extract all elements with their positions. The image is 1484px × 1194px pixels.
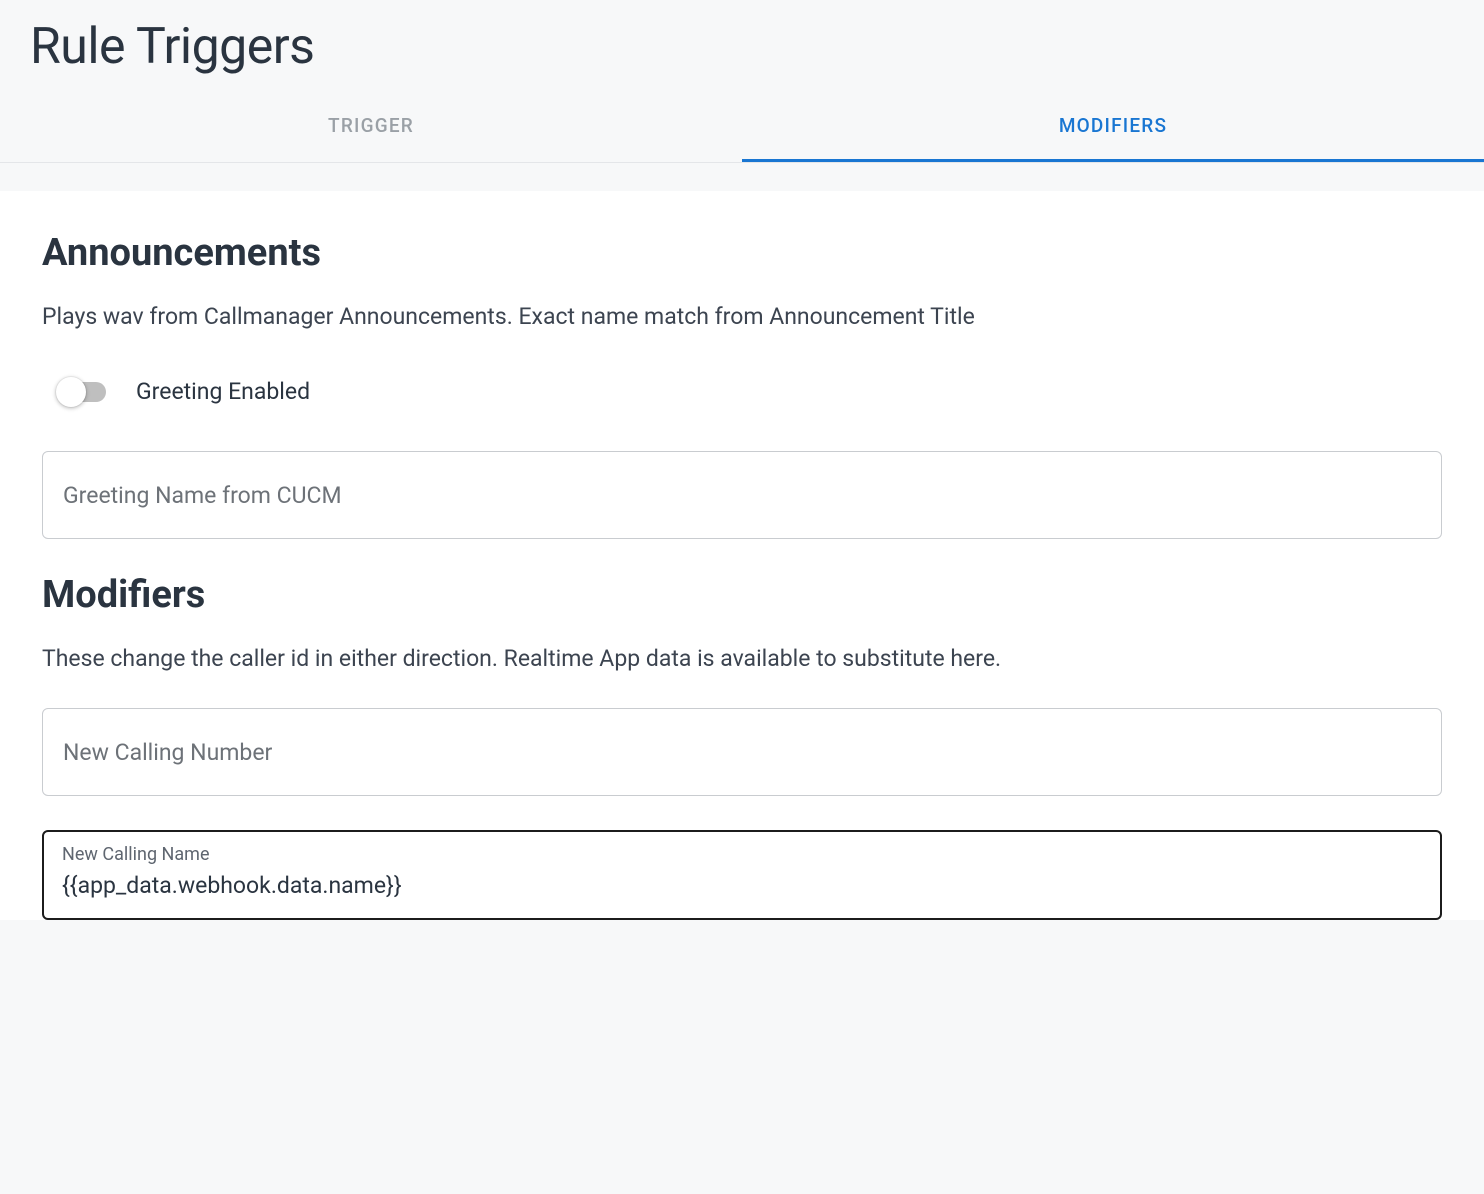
- new-calling-number-input[interactable]: [42, 708, 1442, 796]
- new-calling-number-field: [42, 708, 1442, 796]
- announcements-description: Plays wav from Callmanager Announcements…: [42, 301, 1442, 332]
- greeting-enabled-toggle[interactable]: [60, 382, 106, 402]
- modifiers-section: Modifiers These change the caller id in …: [42, 573, 1442, 920]
- toggle-knob: [56, 377, 86, 407]
- tab-trigger[interactable]: TRIGGER: [0, 96, 742, 162]
- header-spacer: [0, 163, 1484, 191]
- header-region: Rule Triggers TRIGGER MODIFIERS: [0, 0, 1484, 163]
- announcements-title: Announcements: [42, 231, 1442, 275]
- new-calling-name-input[interactable]: [42, 830, 1442, 920]
- tab-modifiers[interactable]: MODIFIERS: [742, 96, 1484, 162]
- greeting-toggle-row: Greeting Enabled: [60, 378, 1442, 405]
- modifiers-title: Modifiers: [42, 573, 1442, 617]
- tabs: TRIGGER MODIFIERS: [0, 96, 1484, 162]
- new-calling-name-field: New Calling Name: [42, 830, 1442, 920]
- greeting-name-field: [42, 451, 1442, 539]
- greeting-name-input[interactable]: [42, 451, 1442, 539]
- modifiers-description: These change the caller id in either dir…: [42, 643, 1442, 674]
- greeting-toggle-label: Greeting Enabled: [136, 378, 310, 405]
- content-region: Announcements Plays wav from Callmanager…: [0, 191, 1484, 920]
- page-title: Rule Triggers: [0, 18, 1484, 96]
- announcements-section: Announcements Plays wav from Callmanager…: [42, 231, 1442, 539]
